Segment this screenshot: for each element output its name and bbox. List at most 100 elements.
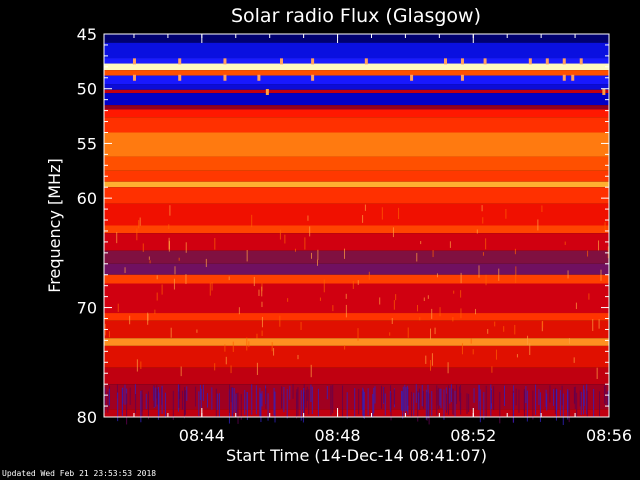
time-streak — [373, 387, 375, 414]
time-streak — [228, 276, 230, 281]
time-streak — [229, 384, 231, 413]
time-streak — [466, 393, 468, 414]
time-streak — [214, 363, 216, 371]
time-streak — [161, 284, 163, 295]
time-streak — [576, 392, 578, 417]
time-streak — [485, 274, 487, 286]
time-streak — [532, 390, 534, 420]
time-streak — [573, 357, 575, 363]
time-streak — [499, 391, 501, 424]
time-streak — [184, 390, 186, 415]
time-streak — [273, 387, 275, 416]
time-streak — [604, 222, 606, 232]
time-streak — [555, 390, 557, 421]
time-streak — [279, 315, 281, 327]
time-streak — [446, 393, 448, 413]
time-streak — [231, 387, 233, 417]
time-streak — [246, 392, 248, 410]
time-streak — [493, 386, 495, 411]
burst-mark — [579, 58, 583, 65]
time-streak — [330, 385, 332, 409]
time-streak — [174, 266, 176, 275]
y-tick-label: 70 — [77, 299, 97, 318]
time-streak — [248, 341, 250, 347]
burst-mark — [223, 74, 227, 81]
time-streak — [368, 271, 370, 280]
time-streak — [587, 250, 589, 257]
time-streak — [553, 389, 555, 406]
time-streak — [342, 385, 344, 417]
time-streak — [535, 384, 537, 415]
frequency-band-10 — [104, 109, 609, 118]
frequency-band-26 — [104, 338, 609, 346]
time-streak — [390, 392, 392, 421]
time-streak — [305, 389, 307, 408]
time-streak — [307, 215, 309, 221]
time-streak — [261, 391, 263, 407]
time-streak — [140, 390, 142, 423]
time-streak — [284, 234, 286, 244]
time-streak — [178, 257, 180, 261]
time-streak — [129, 387, 131, 405]
time-streak — [527, 335, 529, 345]
frequency-band-7 — [104, 89, 609, 94]
time-streak — [124, 267, 126, 273]
time-streak — [134, 384, 136, 400]
time-streak — [235, 393, 237, 413]
time-streak — [237, 392, 239, 424]
burst-mark — [562, 58, 566, 65]
burst-mark — [132, 58, 136, 65]
time-streak — [583, 385, 585, 415]
frequency-band-21 — [104, 263, 609, 275]
frequency-bands — [104, 34, 609, 417]
time-streak — [607, 246, 609, 259]
time-streak — [240, 394, 242, 420]
time-streak — [564, 241, 566, 245]
time-streak — [567, 391, 569, 412]
time-streak — [140, 361, 142, 369]
time-streak — [478, 385, 480, 402]
x-tick-label: 08:48 — [315, 426, 361, 445]
time-streak — [304, 237, 306, 250]
time-streak — [317, 259, 319, 266]
time-streak — [107, 391, 109, 413]
frequency-band-9 — [104, 105, 609, 110]
time-streak — [490, 384, 492, 416]
time-streak — [139, 217, 141, 226]
time-streak — [202, 384, 204, 401]
time-streak — [429, 360, 431, 371]
time-streak — [145, 393, 147, 410]
frequency-band-11 — [104, 117, 609, 133]
frequency-band-12 — [104, 132, 609, 157]
time-streak — [126, 393, 128, 425]
time-streak — [289, 385, 291, 400]
time-streak — [308, 389, 310, 415]
time-streak — [416, 304, 418, 312]
time-streak — [117, 303, 119, 312]
time-streak — [598, 240, 600, 251]
time-streak — [514, 248, 516, 255]
time-streak — [380, 385, 382, 409]
time-streak — [483, 392, 485, 420]
time-streak — [420, 241, 422, 245]
time-streak — [357, 280, 359, 285]
time-streak — [515, 274, 517, 283]
time-streak — [415, 384, 417, 403]
time-streak — [434, 327, 436, 335]
time-streak — [604, 385, 606, 404]
time-streak — [449, 241, 451, 248]
time-streak — [407, 388, 409, 406]
time-streak — [439, 307, 441, 317]
time-streak — [456, 384, 458, 405]
frequency-band-1 — [104, 42, 609, 59]
time-streak — [261, 330, 263, 337]
time-streak — [472, 349, 474, 355]
x-axis-label: Start Time (14-Dec-14 08:41:07) — [226, 446, 487, 465]
time-streak — [303, 392, 305, 416]
time-streak — [181, 390, 183, 410]
time-streak — [418, 392, 420, 410]
y-tick-label: 45 — [77, 25, 97, 44]
time-streak — [147, 391, 149, 420]
time-streak — [177, 384, 179, 412]
